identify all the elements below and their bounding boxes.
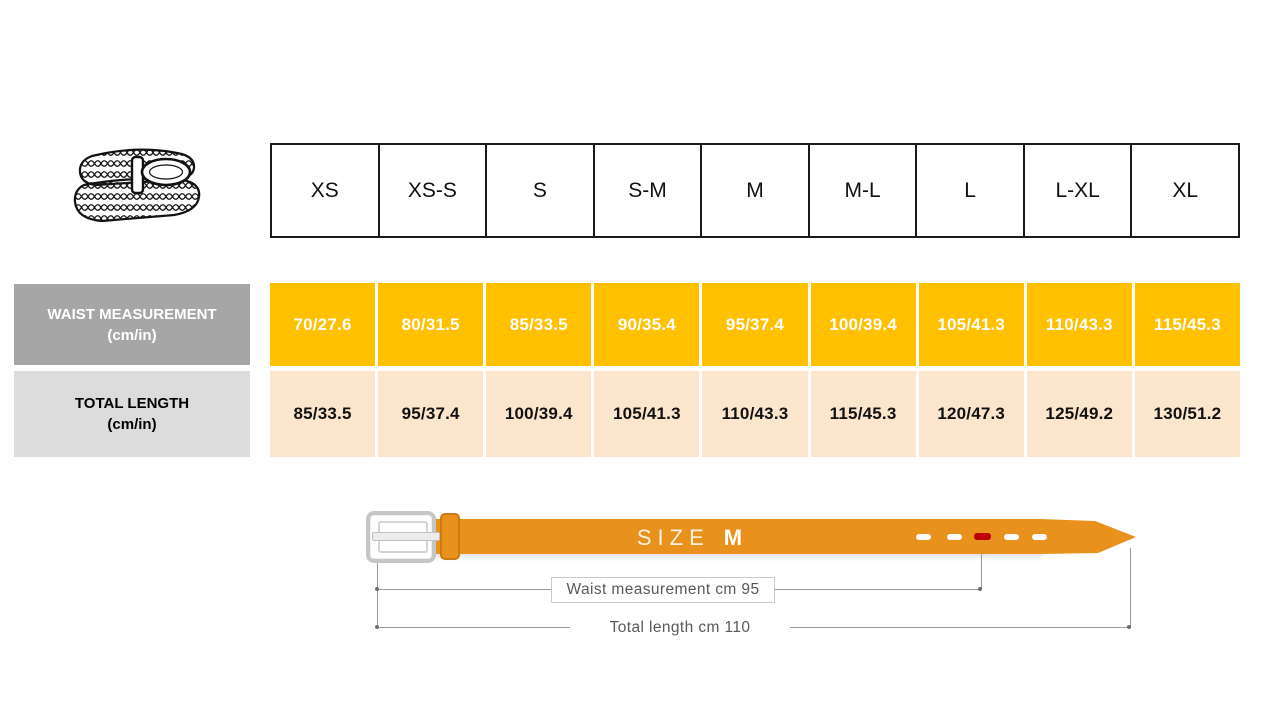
waist-value-cell-l: 105/41.3 — [918, 283, 1024, 366]
waist-label-text: WAIST MEASUREMENT — [47, 305, 217, 323]
length-value-cell-l: 120/47.3 — [918, 371, 1024, 457]
belt-tip — [1040, 519, 1136, 554]
belt-hole-2 — [947, 534, 962, 540]
waist-value-cell-s: 85/33.5 — [486, 283, 592, 366]
length-value-cell-m: 110/43.3 — [702, 371, 808, 457]
size-header-cell-xl: XL — [1131, 144, 1239, 237]
waist-value-cell-s-m: 90/35.4 — [594, 283, 700, 366]
belt-hole-1 — [916, 534, 931, 540]
length-values-row: 85/33.5 95/37.4 100/39.4 105/41.3 110/43.3 11… — [270, 371, 1240, 457]
length-value-cell-m-l: 115/45.3 — [810, 371, 916, 457]
waist-value-cell-xs: 70/27.6 — [270, 283, 376, 366]
dim-dot-length-right — [1127, 625, 1131, 629]
length-label-unit: (cm/in) — [107, 416, 157, 433]
waist-measurement-label: WAIST MEASUREMENT (cm/in) — [14, 284, 250, 365]
waist-annotation-box: Waist measurement cm 95 — [551, 577, 775, 603]
size-header-cell-l: L — [916, 144, 1024, 237]
waist-values-row: 70/27.6 80/31.5 85/33.5 90/35.4 95/37.4 100/3… — [270, 283, 1240, 366]
length-annotation-text: Total length cm 110 — [609, 618, 751, 636]
length-value-cell-s-m: 105/41.3 — [594, 371, 700, 457]
waist-value-cell-m: 95/37.4 — [702, 283, 808, 366]
total-length-label: TOTAL LENGTH (cm/in) — [14, 371, 250, 457]
length-annotation: Total length cm 110 — [570, 615, 790, 640]
size-word: SIZE — [636, 525, 710, 550]
dimension-line-tip — [1130, 548, 1131, 628]
length-value-cell-xs: 85/33.5 — [270, 371, 376, 457]
dim-dot-waist-right — [978, 587, 982, 591]
dimension-line-hole — [981, 553, 982, 590]
size-value: M — [723, 525, 744, 550]
length-value-cell-s: 100/39.4 — [486, 371, 592, 457]
belt-size-text: SIZE M — [560, 525, 820, 551]
dim-dot-length-left — [375, 625, 379, 629]
size-header-cell-l-xl: L-XL — [1023, 144, 1132, 237]
belt-hole-4 — [1004, 534, 1019, 540]
belt-hole-3-highlighted — [974, 533, 991, 540]
size-header-cell-m-l: M-L — [808, 144, 917, 237]
waist-annotation-text: Waist measurement cm 95 — [566, 581, 760, 598]
length-value-cell-xs-s: 95/37.4 — [378, 371, 484, 457]
size-header-row: XS XS-S S S-M M M-L L L-XL XL — [270, 143, 1240, 238]
length-value-cell-xl: 130/51.2 — [1134, 371, 1240, 457]
waist-value-cell-xl: 115/45.3 — [1134, 283, 1240, 366]
waist-label-unit: (cm/in) — [107, 326, 157, 344]
size-header-cell-xs-s: XS-S — [378, 144, 487, 237]
dimension-line-buckle — [377, 563, 378, 628]
length-label-text: TOTAL LENGTH — [74, 395, 190, 412]
size-header-cell-xs: XS — [271, 144, 379, 237]
belt-hole-5 — [1032, 534, 1047, 540]
braided-belt-illustration-icon — [73, 148, 201, 223]
length-value-cell-l-xl: 125/49.2 — [1026, 371, 1132, 457]
size-header-cell-m: M — [701, 144, 809, 237]
waist-value-cell-l-xl: 110/43.3 — [1026, 283, 1132, 366]
waist-value-cell-m-l: 100/39.4 — [810, 283, 916, 366]
waist-value-cell-xs-s: 80/31.5 — [378, 283, 484, 366]
dim-dot-waist-left — [375, 587, 379, 591]
belt-loop — [440, 513, 460, 560]
size-header-cell-s: S — [486, 144, 594, 237]
belt-strap — [430, 519, 1042, 554]
belt-buckle-prong — [372, 532, 440, 541]
size-header-cell-s-m: S-M — [593, 144, 702, 237]
